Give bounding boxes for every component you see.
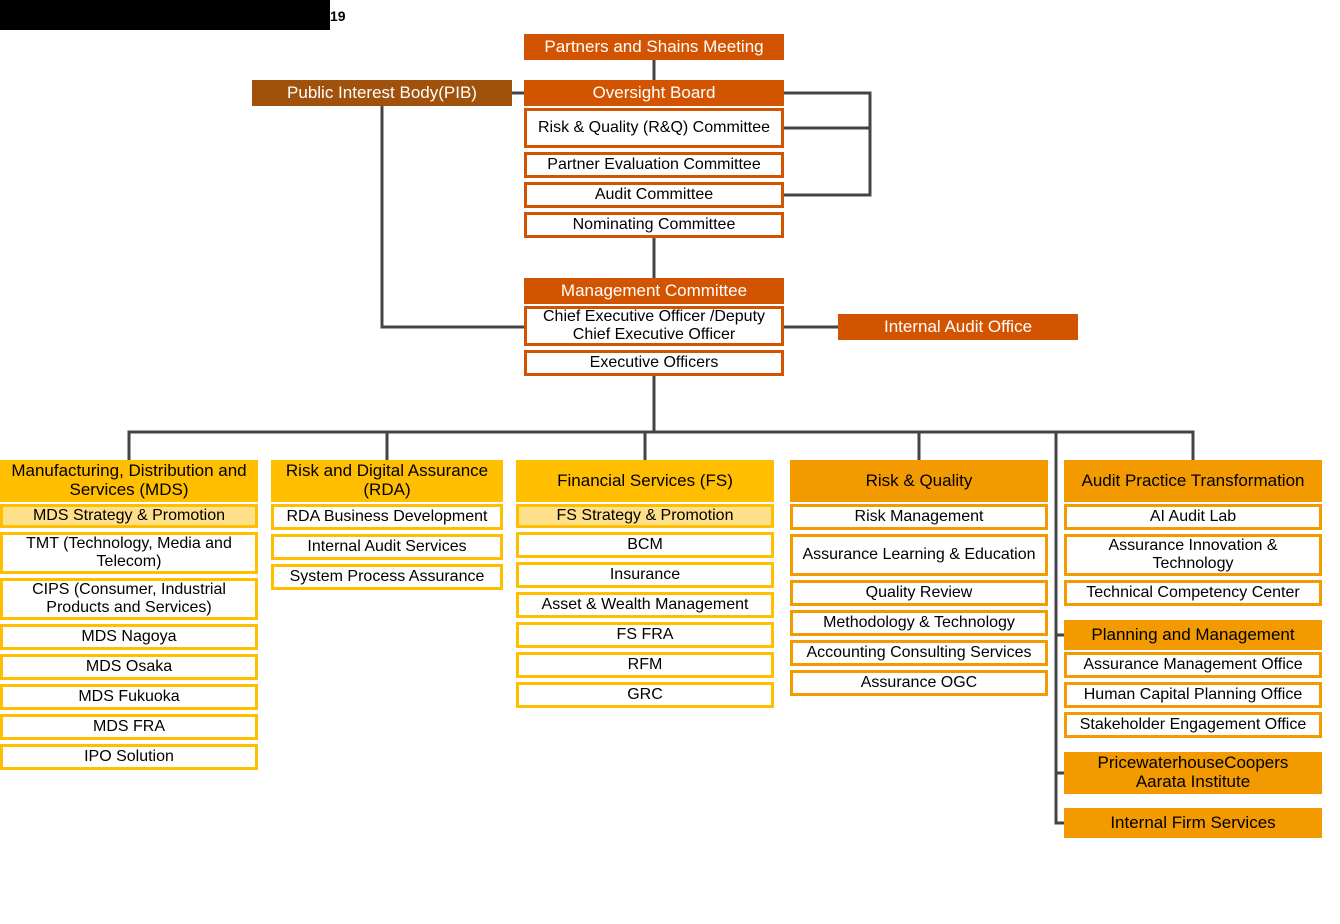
node-mc: Management Committee bbox=[524, 278, 784, 304]
node-psm: Partners and Shains Meeting bbox=[524, 34, 784, 60]
node-nc: Nominating Committee bbox=[524, 212, 784, 238]
node-rqc: Risk & Quality (R&Q) Committee bbox=[524, 108, 784, 148]
node-iao: Internal Audit Office bbox=[838, 314, 1078, 340]
node-mds_3: CIPS (Consumer, Industrial Products and … bbox=[0, 578, 258, 620]
node-fs_h: Financial Services (FS) bbox=[516, 460, 774, 502]
node-ceo: Chief Executive Officer /Deputy Chief Ex… bbox=[524, 306, 784, 346]
node-mds_2: TMT (Technology, Media and Telecom) bbox=[0, 532, 258, 574]
node-fs_1: FS Strategy & Promotion bbox=[516, 504, 774, 528]
node-pec: Partner Evaluation Committee bbox=[524, 152, 784, 178]
node-pwci: PricewaterhouseCoopers Aarata Institute bbox=[1064, 752, 1322, 794]
node-mds_8: IPO Solution bbox=[0, 744, 258, 770]
node-fs_7: GRC bbox=[516, 682, 774, 708]
node-pm_3: Stakeholder Engagement Office bbox=[1064, 712, 1322, 738]
node-pm_h: Planning and Management bbox=[1064, 620, 1322, 650]
node-mds_6: MDS Fukuoka bbox=[0, 684, 258, 710]
node-fs_4: Asset & Wealth Management bbox=[516, 592, 774, 618]
node-fs_5: FS FRA bbox=[516, 622, 774, 648]
node-rq_5: Accounting Consulting Services bbox=[790, 640, 1048, 666]
node-pib: Public Interest Body(PIB) bbox=[252, 80, 512, 106]
node-fs_2: BCM bbox=[516, 532, 774, 558]
node-pm_1: Assurance Management Office bbox=[1064, 652, 1322, 678]
node-rda_h: Risk and Digital Assurance (RDA) bbox=[271, 460, 503, 502]
redacted-bar bbox=[0, 0, 330, 30]
node-rq_4: Methodology & Technology bbox=[790, 610, 1048, 636]
node-apt_h: Audit Practice Transformation bbox=[1064, 460, 1322, 502]
node-fs_3: Insurance bbox=[516, 562, 774, 588]
node-fs_6: RFM bbox=[516, 652, 774, 678]
node-ac: Audit Committee bbox=[524, 182, 784, 208]
node-rda_2: Internal Audit Services bbox=[271, 534, 503, 560]
node-apt_1: AI Audit Lab bbox=[1064, 504, 1322, 530]
node-pm_2: Human Capital Planning Office bbox=[1064, 682, 1322, 708]
node-rq_h: Risk & Quality bbox=[790, 460, 1048, 502]
node-mds_4: MDS Nagoya bbox=[0, 624, 258, 650]
node-ifs: Internal Firm Services bbox=[1064, 808, 1322, 838]
node-eo: Executive Officers bbox=[524, 350, 784, 376]
node-mds_1: MDS Strategy & Promotion bbox=[0, 504, 258, 528]
org-chart-stage: 19 Partners and Shains Meeting Public Inte… bbox=[0, 0, 1340, 924]
node-rq_1: Risk Management bbox=[790, 504, 1048, 530]
title-fragment: 19 bbox=[330, 8, 346, 24]
node-mds_h: Manufacturing, Distribution and Services… bbox=[0, 460, 258, 502]
node-rq_6: Assurance OGC bbox=[790, 670, 1048, 696]
node-rda_1: RDA Business Development bbox=[271, 504, 503, 530]
node-rda_3: System Process Assurance bbox=[271, 564, 503, 590]
node-rq_2: Assurance Learning & Education bbox=[790, 534, 1048, 576]
node-rq_3: Quality Review bbox=[790, 580, 1048, 606]
node-mds_5: MDS Osaka bbox=[0, 654, 258, 680]
node-apt_2: Assurance Innovation & Technology bbox=[1064, 534, 1322, 576]
node-apt_3: Technical Competency Center bbox=[1064, 580, 1322, 606]
node-mds_7: MDS FRA bbox=[0, 714, 258, 740]
node-ob: Oversight Board bbox=[524, 80, 784, 106]
